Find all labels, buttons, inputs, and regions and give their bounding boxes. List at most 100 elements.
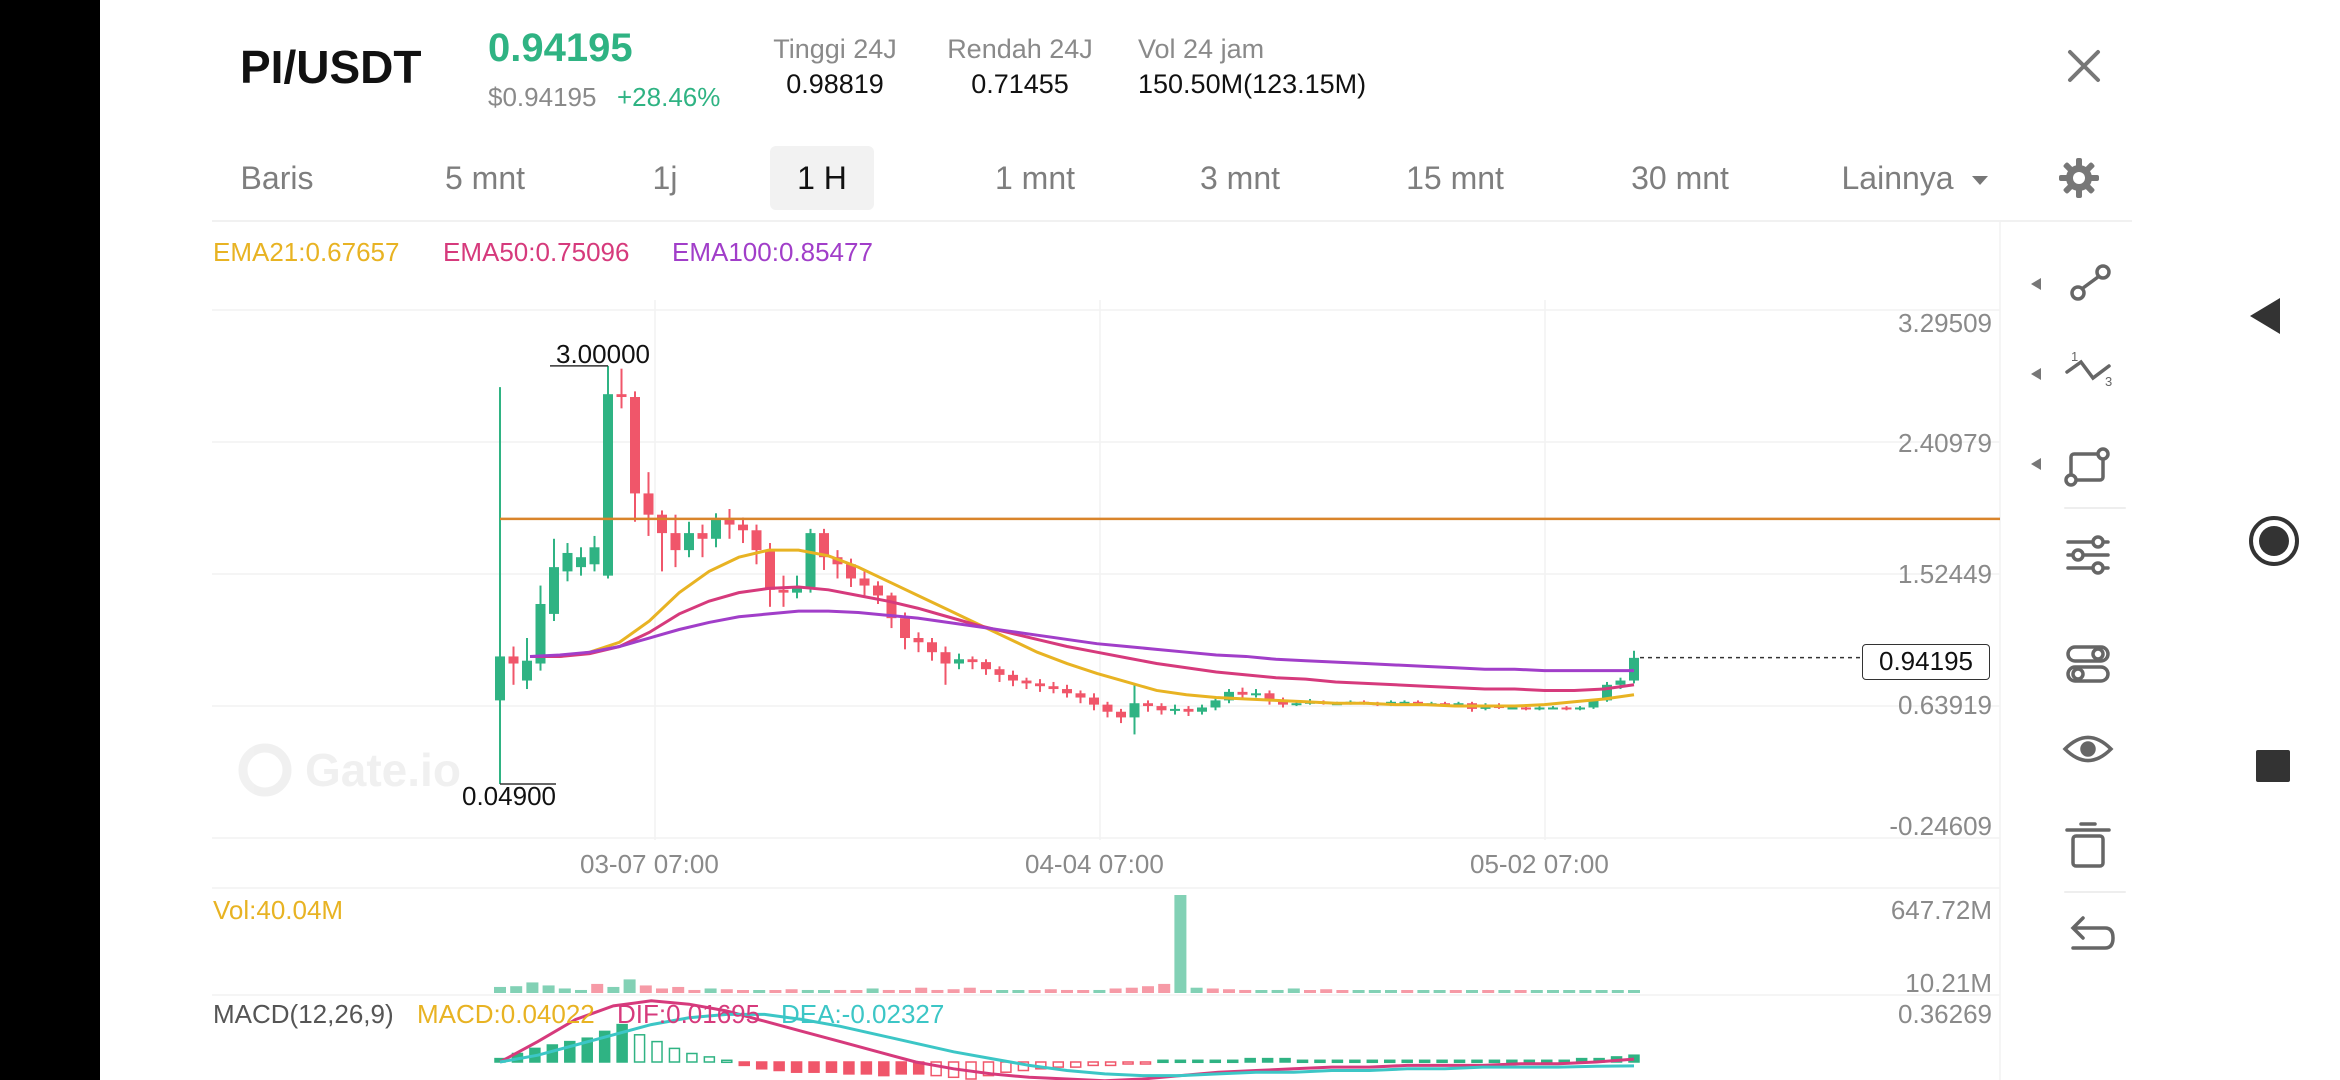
- tab-1-h[interactable]: 1 H: [770, 146, 874, 210]
- candle-body: [684, 533, 694, 551]
- tab-5-mnt[interactable]: 5 mnt: [444, 160, 526, 196]
- candle-body: [1224, 691, 1234, 701]
- last-price: 0.94195: [488, 26, 633, 70]
- ema100-legend: EMA100:0.85477: [672, 237, 873, 267]
- candle-body: [1291, 703, 1302, 706]
- candle-body: [1399, 701, 1410, 704]
- candle-body: [886, 595, 897, 619]
- ema50-legend: EMA50:0.75096: [443, 237, 630, 267]
- candle-body: [1075, 693, 1086, 698]
- volume-bar: [494, 986, 506, 993]
- macd-histogram-bar: [633, 1034, 646, 1063]
- stat-low-value: 0.71455: [971, 69, 1069, 99]
- shape-tool-icon[interactable]: [2064, 447, 2110, 487]
- system-navigation-bar: [2210, 0, 2340, 1080]
- tab-3-mnt[interactable]: 3 mnt: [1199, 160, 1281, 196]
- candle-body: [751, 530, 762, 551]
- dif-line: [499, 999, 1635, 1080]
- tab-1-mnt[interactable]: 1 mnt: [994, 160, 1076, 196]
- svg-text:1: 1: [2071, 349, 2078, 364]
- volume-bar: [1401, 990, 1414, 993]
- macd-histogram-bar: [1279, 1057, 1291, 1063]
- macd-histogram-bar: [1104, 1061, 1117, 1067]
- volume-bar: [1563, 990, 1576, 993]
- macd-histogram-bar: [982, 1061, 995, 1077]
- price-chart[interactable]: Gate.io: [100, 0, 2210, 1080]
- candle-body: [1156, 706, 1167, 711]
- volume-bar: [1433, 990, 1446, 993]
- undo-icon[interactable]: [2070, 916, 2115, 950]
- volume-bar: [1368, 990, 1381, 993]
- macd-histogram-bar: [773, 1061, 785, 1072]
- macd-histogram-bar: [1453, 1059, 1466, 1064]
- volume-bar: [801, 989, 814, 993]
- candle-body: [1048, 686, 1059, 690]
- candle-body: [1534, 707, 1545, 710]
- candle-body: [724, 518, 735, 525]
- macd-legend: MACD:0.04022: [417, 999, 595, 1029]
- volume-bar: [1190, 987, 1203, 993]
- candle-body: [738, 524, 748, 531]
- volume-bar: [704, 988, 717, 993]
- tab-30-mnt[interactable]: 30 mnt: [1631, 160, 1729, 196]
- gear-icon: [2059, 158, 2099, 198]
- macd-histogram-bar: [860, 1061, 873, 1075]
- volume-bar: [1304, 990, 1316, 993]
- candle-body: [778, 589, 789, 593]
- macd-histogram-bar: [1436, 1059, 1448, 1064]
- stat-low-label: Rendah 24J: [947, 34, 1093, 64]
- candle-body: [670, 533, 681, 551]
- back-icon[interactable]: [2250, 298, 2280, 334]
- volume-bar: [1223, 989, 1235, 993]
- trend-tool-icon[interactable]: 1 3: [2065, 349, 2112, 389]
- volume-bar: [1336, 990, 1349, 993]
- volume-bar: [1352, 990, 1365, 993]
- home-icon[interactable]: [2249, 516, 2299, 566]
- more-dropdown[interactable]: Lainnya: [1820, 146, 2010, 210]
- tab-15-mnt[interactable]: 15 mnt: [1406, 160, 1504, 196]
- volume-bar: [1093, 989, 1106, 993]
- candle-body: [1264, 693, 1275, 701]
- indicator-settings-icon[interactable]: [2066, 535, 2110, 575]
- volume-bar: [639, 985, 652, 993]
- candle-body: [1521, 707, 1531, 710]
- trash-icon[interactable]: [2065, 822, 2111, 868]
- settings-button[interactable]: [2055, 154, 2103, 202]
- candle-body: [1021, 680, 1032, 684]
- candle-body: [846, 564, 856, 579]
- macd-histogram-bar: [1087, 1061, 1099, 1067]
- eye-icon[interactable]: [2062, 735, 2114, 763]
- line-tool-icon[interactable]: [2070, 264, 2111, 301]
- macd-histogram-bar: [721, 1059, 733, 1064]
- volume-bar: [947, 989, 960, 993]
- candle-body: [1183, 708, 1194, 712]
- tab-baris[interactable]: Baris: [240, 160, 314, 196]
- macd-histogram-bar: [1052, 1061, 1065, 1068]
- candle-body: [1453, 703, 1464, 706]
- volume-bar: [1320, 989, 1333, 993]
- volume-bar: [1255, 990, 1268, 993]
- candle-body: [1561, 707, 1572, 710]
- volume-bar: [688, 989, 701, 993]
- volume-bar: [1239, 989, 1252, 993]
- volume-bar: [753, 990, 766, 993]
- close-icon: [2068, 50, 2100, 82]
- macd-histogram-bar: [1471, 1059, 1483, 1064]
- recents-icon[interactable]: [2256, 750, 2290, 782]
- x-tick-1: 03-07 07:00: [580, 849, 719, 879]
- candle-body: [859, 578, 870, 586]
- macd-histogram-bar: [895, 1061, 908, 1075]
- volume-bar: [866, 988, 879, 993]
- toggle-icon[interactable]: [2066, 645, 2110, 683]
- tab-1j[interactable]: 1j: [652, 160, 678, 196]
- watermark-logo: Gate.io: [238, 743, 461, 797]
- candle-body: [981, 662, 991, 670]
- caret-down-icon: [1972, 176, 1989, 186]
- volume-bar: [1044, 989, 1057, 993]
- macd-histogram-bar: [1523, 1059, 1536, 1064]
- nav-icons: [2249, 298, 2299, 782]
- candle-body: [616, 394, 627, 398]
- close-button[interactable]: [2060, 42, 2108, 90]
- candle-body: [589, 547, 600, 565]
- candle-body: [994, 669, 1005, 675]
